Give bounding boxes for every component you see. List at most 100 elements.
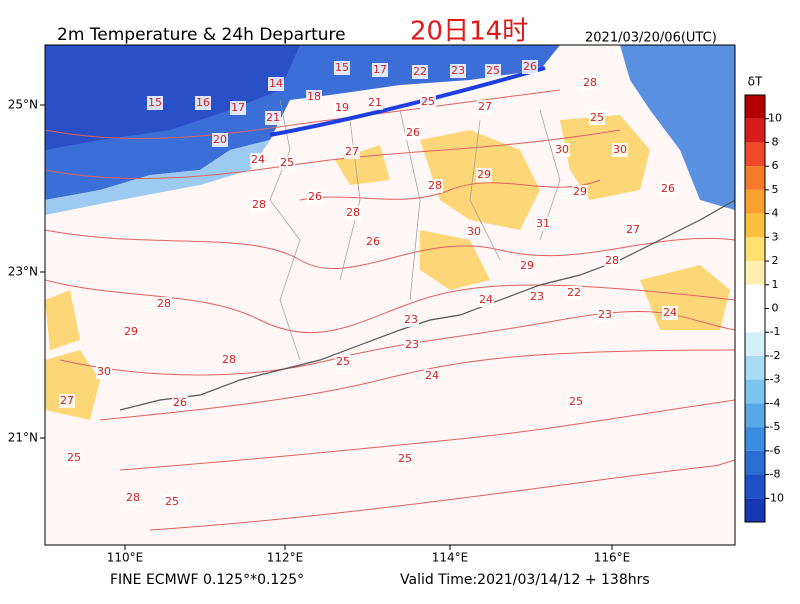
colorbar-box [745, 308, 765, 333]
colorbar-tick-label: -4 [770, 396, 781, 409]
contour-label-bg [662, 306, 678, 320]
colorbar-tick-label: 0 [772, 302, 779, 315]
contour-label: 25 [67, 451, 81, 464]
contour-label-bg [485, 64, 501, 78]
contour-label-bg [660, 182, 676, 196]
contour-label-bg [478, 293, 494, 307]
contour-label-bg [397, 452, 413, 466]
contour-label-bg [334, 101, 350, 115]
contour-label-bg [221, 353, 237, 367]
contour-label: 30 [613, 143, 627, 156]
contour-label: 28 [428, 179, 442, 192]
contour-label: 30 [97, 365, 111, 378]
contour-label: 26 [173, 396, 187, 409]
map-frame [44, 44, 736, 546]
contour-label-bg [265, 111, 281, 125]
contour-label: 21 [266, 111, 280, 124]
lon-label: 114°E [432, 551, 469, 565]
colorbar-tick-label: -2 [770, 349, 781, 362]
contour-label-bg [427, 179, 443, 193]
contour-label: 22 [567, 286, 581, 299]
contour-label-bg [597, 308, 613, 322]
colorbar-box [745, 427, 765, 451]
contour-label: 24 [479, 293, 493, 306]
init-time: 2021/03/20/06(UTC) [585, 31, 717, 46]
map-body [45, 45, 735, 545]
contour-label-bg [424, 369, 440, 383]
colorbar-box [745, 403, 765, 428]
contour-label-bg [572, 185, 588, 199]
contour-label: 29 [477, 168, 491, 181]
contour-label: 26 [406, 126, 420, 139]
footer-grid: FINE ECMWF 0.125°*0.125° [110, 572, 304, 588]
contour-label: 17 [373, 63, 387, 76]
colorbar-label: δT [748, 75, 763, 89]
contour-label: 28 [126, 491, 140, 504]
contour-label-bg [335, 355, 351, 369]
contour-label: 28 [346, 206, 360, 219]
contour-label: 18 [307, 90, 321, 103]
contour-label-bg [96, 365, 112, 379]
lat-label: 23°N [8, 265, 38, 279]
colorbar-tick-label: 1 [772, 278, 779, 291]
contour-label-bg [412, 65, 428, 79]
contour-label-bg [367, 96, 383, 110]
contour-label: 28 [157, 297, 171, 310]
contour-label: 14 [269, 77, 283, 90]
contour-label: 24 [251, 153, 265, 166]
contour-label-bg [519, 259, 535, 273]
contour-label-bg [625, 223, 641, 237]
colorbar-tick-label: 3 [772, 230, 779, 243]
contour-label-bg [554, 143, 570, 157]
contour-label-bg [164, 495, 180, 509]
colorbar-box [745, 166, 765, 190]
contour-label-bg [589, 111, 605, 125]
contour-label: 23 [405, 338, 419, 351]
contour-label: 29 [124, 325, 138, 338]
contour-label-bg [404, 338, 420, 352]
contour-label-bg [334, 61, 350, 75]
colorbar-tick-label: -8 [770, 468, 781, 481]
contour-label-bg [251, 198, 267, 212]
contour-label: 23 [451, 64, 465, 77]
contour-label: 26 [661, 182, 675, 195]
contour-label: 25 [398, 452, 412, 465]
contour-label: 21 [368, 96, 382, 109]
contour-label-bg [522, 60, 538, 74]
colorbar-tick-label: -6 [770, 444, 781, 457]
contour-label: 26 [308, 190, 322, 203]
colorbar-box [745, 474, 765, 499]
colorbar-tick-label: -1 [770, 325, 781, 338]
contour-label-bg [195, 96, 211, 110]
contour-label-bg [156, 297, 172, 311]
contour-label: 19 [335, 101, 349, 114]
colorbar-tick-label: 6 [772, 159, 779, 172]
contour-label: 28 [605, 254, 619, 267]
contour-label-bg [405, 126, 421, 140]
contour-label: 25 [486, 64, 500, 77]
contour-label: 25 [590, 111, 604, 124]
contour-label-bg [566, 286, 582, 300]
colorbar-box [745, 379, 765, 404]
contour-label-bg [279, 156, 295, 170]
contour-label-bg [66, 451, 82, 465]
colorbar-box [745, 213, 765, 238]
colorbar-box [745, 355, 765, 380]
colorbar-box [745, 261, 765, 285]
contour-label: 26 [523, 60, 537, 73]
footer-valid: Valid Time:2021/03/14/12 + 138hrs [400, 572, 650, 588]
colorbar-tick-label: 8 [772, 135, 779, 148]
colorbar-tick-label: 10 [768, 112, 782, 125]
contour-label: 29 [573, 185, 587, 198]
contour-label-bg [477, 100, 493, 114]
contour-label-bg [476, 168, 492, 182]
contour-label: 16 [196, 96, 210, 109]
colorbar-tick-label: -5 [770, 420, 781, 433]
contour-label: 20 [213, 133, 227, 146]
contour-label-bg [612, 143, 628, 157]
contour-label-bg [466, 225, 482, 239]
contour-label: 15 [148, 96, 162, 109]
contour-label-bg [372, 63, 388, 77]
contour-label-bg [535, 217, 551, 231]
